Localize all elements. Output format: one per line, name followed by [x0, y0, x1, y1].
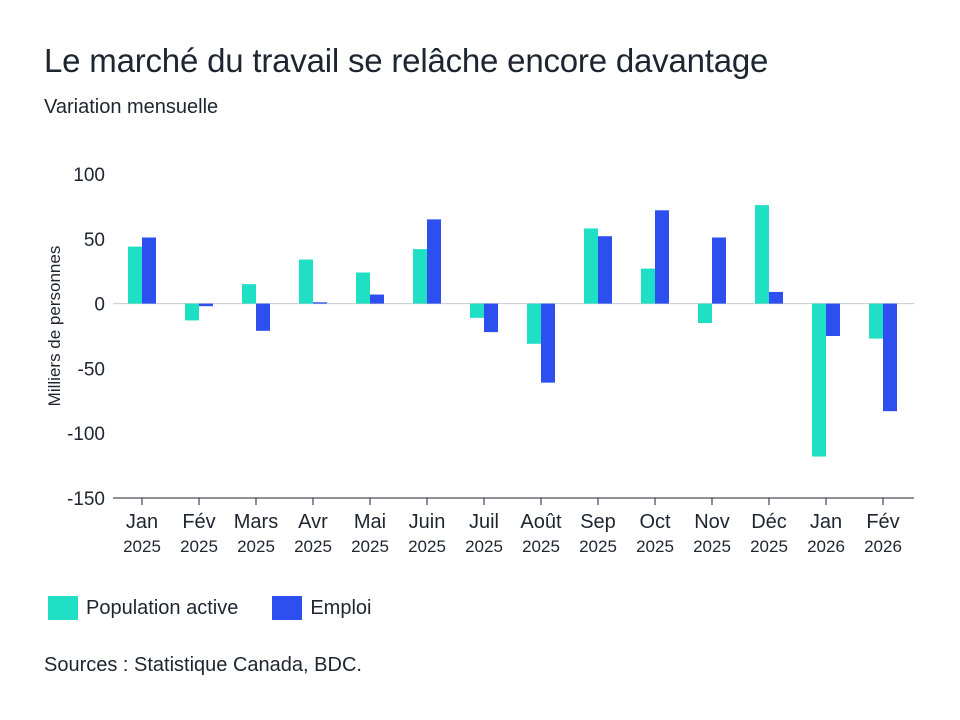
x-tick-label-month-3: Avr	[298, 511, 328, 533]
y-axis-label: Milliers de personnes	[45, 246, 64, 407]
bar-emploi-3	[313, 302, 327, 304]
bar-population-active-5	[413, 249, 427, 304]
x-tick-label-year-10: 2025	[693, 537, 731, 556]
bar-population-active-8	[584, 228, 598, 304]
x-tick-label-month-12: Jan	[810, 511, 842, 533]
x-tick-label-year-2: 2025	[237, 537, 275, 556]
x-tick-label-year-6: 2025	[465, 537, 503, 556]
legend-swatch-population-active	[48, 596, 78, 620]
legend-item-emploi: Emploi	[272, 596, 371, 620]
x-tick-label-month-0: Jan	[126, 511, 158, 533]
bar-emploi-8	[598, 236, 612, 304]
bar-emploi-5	[427, 219, 441, 304]
x-tick-label-year-12: 2026	[807, 537, 845, 556]
bar-population-active-3	[299, 259, 313, 304]
x-tick-label-year-4: 2025	[351, 537, 389, 556]
x-tick-label-month-11: Déc	[751, 511, 787, 533]
x-tick-label-year-0: 2025	[123, 537, 161, 556]
legend-swatch-emploi	[272, 596, 303, 620]
bar-population-active-2	[242, 284, 256, 304]
y-tick-label-neg50: -50	[78, 359, 105, 380]
x-tick-label-month-9: Oct	[639, 511, 671, 533]
chart-subtitle: Variation mensuelle	[44, 96, 219, 118]
y-tick-label-0: 0	[94, 295, 105, 316]
x-tick-label-month-10: Nov	[694, 511, 730, 533]
bar-chart: Jan 2025 Fév 2025 Mars 2025 Avr 2025 Mai 2025 Juin…	[45, 165, 914, 556]
y-tick-label-100: 100	[73, 165, 105, 186]
bar-emploi-6	[484, 303, 498, 333]
x-tick-label-year-8: 2025	[579, 537, 617, 556]
legend-item-population-active: Population active	[48, 596, 238, 620]
x-tick-label-year-1: 2025	[180, 537, 218, 556]
x-tick-label-year-7: 2025	[522, 537, 560, 556]
x-tick-label-month-13: Fév	[866, 511, 899, 533]
bar-emploi-0	[142, 237, 156, 304]
x-tick-label-month-6: Juil	[469, 511, 499, 533]
x-tick-label-month-8: Sep	[580, 511, 616, 533]
bar-emploi-12	[826, 303, 840, 336]
bar-population-active-13	[869, 303, 883, 339]
bar-population-active-7	[527, 303, 541, 344]
bar-emploi-7	[541, 303, 555, 383]
legend-label-emploi: Emploi	[310, 596, 372, 619]
x-tick-label-month-4: Mai	[354, 511, 386, 533]
x-tick-label-month-2: Mars	[234, 511, 278, 533]
chart-title: Le marché du travail se relâche encore d…	[44, 42, 769, 79]
bar-population-active-1	[185, 303, 199, 321]
x-tick-label-year-9: 2025	[636, 537, 674, 556]
bar-population-active-6	[470, 303, 484, 318]
legend: Population active Emploi	[48, 596, 405, 620]
bar-population-active-4	[356, 272, 370, 304]
bar-emploi-4	[370, 294, 384, 304]
x-tick-label-year-13: 2026	[864, 537, 902, 556]
bar-emploi-13	[883, 303, 897, 412]
y-tick-label-neg150: -150	[67, 489, 105, 510]
bar-population-active-9	[641, 268, 655, 304]
legend-label-population-active: Population active	[86, 596, 239, 619]
y-tick-label-neg100: -100	[67, 424, 105, 445]
x-tick-label-month-5: Juin	[409, 511, 446, 533]
x-tick-label-month-7: Août	[520, 511, 562, 533]
x-tick-label-year-11: 2025	[750, 537, 788, 556]
bar-population-active-12	[812, 303, 826, 457]
x-tick-label-month-1: Fév	[182, 511, 215, 533]
bar-emploi-1	[199, 303, 213, 307]
bar-population-active-10	[698, 303, 712, 324]
bar-emploi-2	[256, 303, 270, 331]
bar-emploi-11	[769, 291, 783, 304]
source-note: Sources : Statistique Canada, BDC.	[44, 654, 362, 676]
bar-emploi-9	[655, 210, 669, 304]
x-tick-label-year-5: 2025	[408, 537, 446, 556]
bar-population-active-0	[128, 246, 142, 304]
y-tick-label-50: 50	[84, 230, 105, 251]
bar-population-active-11	[755, 205, 769, 304]
x-tick-label-year-3: 2025	[294, 537, 332, 556]
bar-emploi-10	[712, 237, 726, 304]
